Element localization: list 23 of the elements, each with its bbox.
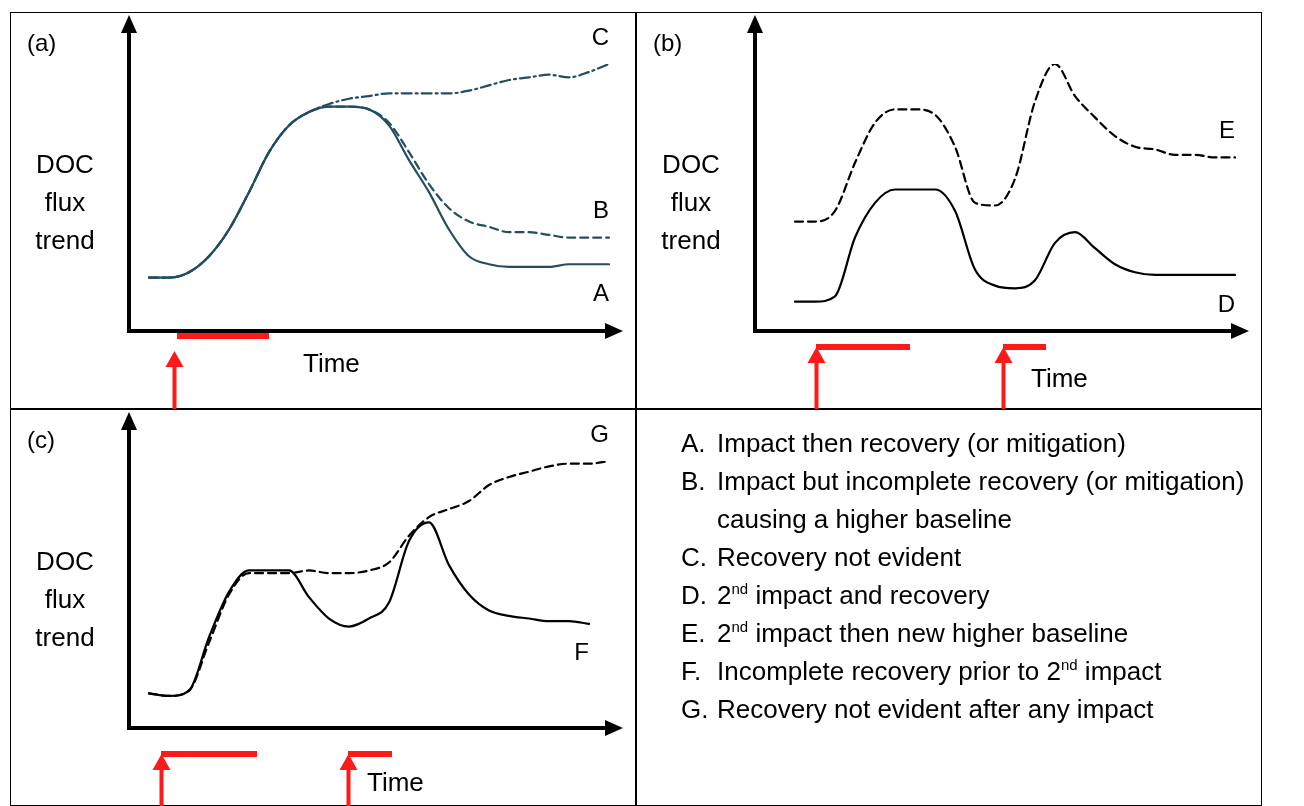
text: B. Impact but incomplete recovery (or mitigation) causing a higher baseline bbox=[681, 465, 1246, 536]
text: C. Recovery not evident bbox=[681, 541, 962, 574]
text: F. Incomplete recovery prior to 2$^{nd}$ impact bbox=[681, 655, 1162, 688]
chart-title: (c) bbox=[27, 426, 55, 454]
text: G. Recovery not evident after any impact bbox=[681, 693, 1154, 726]
x-axis-title: Time bbox=[367, 767, 424, 798]
series-label: G bbox=[590, 419, 609, 447]
text: D. 2$^{nd}$ impact and recovery bbox=[681, 579, 990, 612]
x-axis-title: Time bbox=[303, 348, 360, 379]
text: E. 2$^{nd}$ impact then new higher baseline bbox=[681, 617, 1129, 650]
series-label: B bbox=[592, 196, 609, 224]
y-axis-title: DOC flux trend bbox=[660, 148, 722, 257]
chart-title: (b) bbox=[653, 29, 683, 57]
chart-title: (a) bbox=[27, 29, 57, 57]
text: A. Impact then recovery (or mitigation) bbox=[681, 427, 1126, 460]
series-label: C bbox=[591, 22, 609, 50]
y-axis-title: DOC flux trend bbox=[34, 148, 96, 257]
x-axis-title: Time bbox=[1031, 363, 1088, 394]
series-label: D bbox=[1217, 289, 1235, 317]
y-axis-title: DOC flux trend bbox=[34, 545, 96, 654]
series-label: F bbox=[574, 638, 589, 666]
series-label: E bbox=[1218, 116, 1235, 144]
series-label: A bbox=[592, 278, 609, 306]
